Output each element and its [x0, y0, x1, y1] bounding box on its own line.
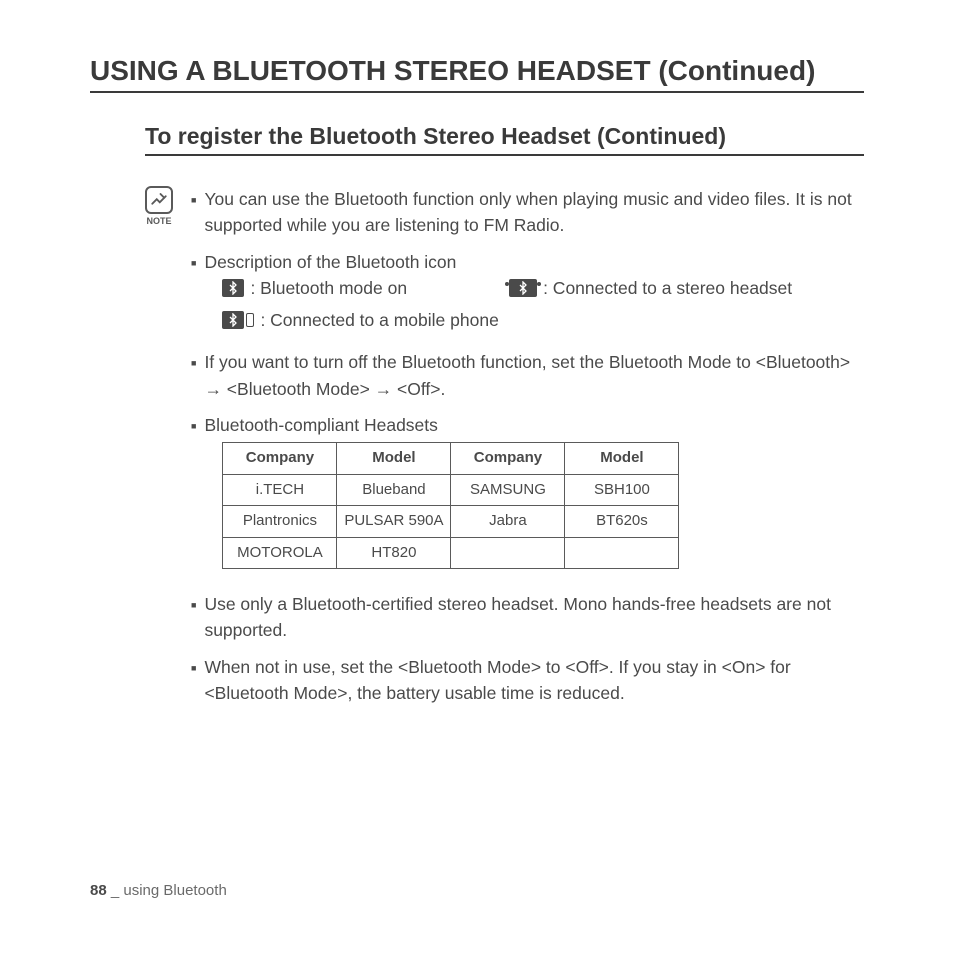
page-number: 88 — [90, 882, 107, 899]
table-cell: i.TECH — [223, 474, 337, 506]
bluetooth-phone-icon — [222, 311, 244, 329]
page-footer: 88 _ using Bluetooth — [90, 882, 227, 899]
table-cell: Blueband — [337, 474, 451, 506]
table-header: Company — [223, 443, 337, 475]
table-cell — [451, 537, 565, 569]
icon-label: : Bluetooth mode on — [250, 275, 407, 301]
table-cell: SBH100 — [565, 474, 679, 506]
icon-label: : Connected to a mobile phone — [260, 307, 498, 333]
bullet-marker: ■ — [191, 357, 196, 402]
bullet-marker: ■ — [191, 194, 196, 239]
list-item: ■ Use only a Bluetooth-certified stereo … — [191, 591, 864, 644]
bullet-marker: ■ — [191, 257, 196, 340]
icon-legend-row: : Bluetooth mode on : Connected to a ste… — [222, 275, 864, 301]
list-item: ■ If you want to turn off the Bluetooth … — [191, 349, 864, 402]
footer-separator: _ — [107, 882, 124, 899]
bullet-text: Use only a Bluetooth-certified stereo he… — [204, 591, 864, 644]
note-icon — [145, 186, 173, 214]
table-cell: HT820 — [337, 537, 451, 569]
list-item: ■ You can use the Bluetooth function onl… — [191, 186, 864, 239]
table-heading: Bluetooth-compliant Headsets — [204, 412, 864, 438]
footer-section: using Bluetooth — [123, 882, 226, 899]
bluetooth-on-icon — [222, 279, 244, 297]
list-item: ■ Bluetooth-compliant Headsets Company M… — [191, 412, 864, 581]
table-cell: Jabra — [451, 506, 565, 538]
bullet-marker: ■ — [191, 599, 196, 644]
bullet-text: Description of the Bluetooth icon : Blue… — [204, 249, 864, 340]
bullet-list: ■ You can use the Bluetooth function onl… — [191, 186, 864, 716]
bullet-marker: ■ — [191, 420, 196, 581]
note-block: NOTE — [145, 186, 173, 226]
table-cell: PULSAR 590A — [337, 506, 451, 538]
table-cell: MOTOROLA — [223, 537, 337, 569]
table-cell — [565, 537, 679, 569]
list-item: ■ When not in use, set the <Bluetooth Mo… — [191, 654, 864, 707]
table-header: Model — [337, 443, 451, 475]
bluetooth-headset-icon — [509, 279, 537, 297]
headset-table: Company Model Company Model i.TECH Blueb… — [222, 442, 679, 569]
page-subtitle: To register the Bluetooth Stereo Headset… — [145, 123, 864, 156]
icon-label: : Connected to a stereo headset — [543, 275, 792, 301]
table-cell: Plantronics — [223, 506, 337, 538]
content-body: NOTE ■ You can use the Bluetooth functio… — [145, 186, 864, 716]
page-title: USING A BLUETOOTH STEREO HEADSET (Contin… — [90, 55, 864, 93]
table-cell: BT620s — [565, 506, 679, 538]
table-header: Company — [451, 443, 565, 475]
table-row: MOTOROLA HT820 — [223, 537, 679, 569]
table-header-row: Company Model Company Model — [223, 443, 679, 475]
bullet-text: When not in use, set the <Bluetooth Mode… — [204, 654, 864, 707]
table-row: Plantronics PULSAR 590A Jabra BT620s — [223, 506, 679, 538]
bullet-text: Bluetooth-compliant Headsets Company Mod… — [204, 412, 864, 581]
bullet-text: You can use the Bluetooth function only … — [204, 186, 864, 239]
table-row: i.TECH Blueband SAMSUNG SBH100 — [223, 474, 679, 506]
icon-description-heading: Description of the Bluetooth icon — [204, 249, 864, 275]
icon-legend-row: : Connected to a mobile phone — [222, 307, 864, 333]
table-header: Model — [565, 443, 679, 475]
table-cell: SAMSUNG — [451, 474, 565, 506]
list-item: ■ Description of the Bluetooth icon : Bl… — [191, 249, 864, 340]
note-label: NOTE — [146, 216, 171, 226]
bullet-text: If you want to turn off the Bluetooth fu… — [204, 349, 864, 402]
bullet-marker: ■ — [191, 662, 196, 707]
